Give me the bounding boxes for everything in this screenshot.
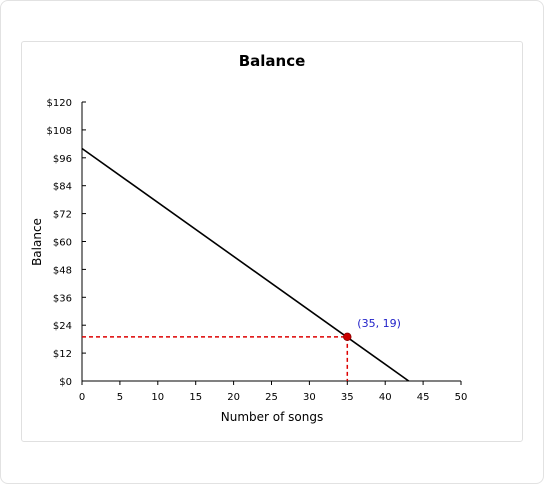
x-tick-label: 40	[379, 392, 392, 403]
y-tick-label: $96	[53, 154, 72, 165]
y-tick-label: $36	[53, 293, 72, 304]
y-axis-label: Balance	[30, 218, 44, 266]
y-tick-label: $120	[47, 98, 72, 109]
chart-title: Balance	[239, 52, 306, 70]
x-tick-label: 0	[79, 392, 85, 403]
y-tick-label: $12	[53, 349, 72, 360]
x-tick-label: 10	[151, 392, 164, 403]
x-tick-label: 25	[265, 392, 278, 403]
y-tick-label: $24	[53, 321, 72, 332]
highlight-point-label: (35, 19)	[357, 317, 401, 330]
x-tick-label: 45	[417, 392, 430, 403]
highlight-point	[343, 332, 352, 342]
x-tick-label: 30	[303, 392, 316, 403]
x-tick-label: 50	[455, 392, 468, 403]
highlight-group: (35, 19)	[343, 317, 401, 342]
x-tick-label: 20	[227, 392, 240, 403]
x-tick-label: 15	[189, 392, 202, 403]
x-tick-label: 35	[341, 392, 354, 403]
chart-card	[21, 41, 523, 442]
guide-lines	[82, 336, 349, 381]
y-tick-label: $84	[53, 182, 72, 193]
x-tick-label: 5	[117, 392, 123, 403]
y-tick-label: $60	[53, 238, 72, 249]
series-group	[81, 147, 410, 382]
axes	[81, 102, 461, 382]
y-axis-ticks: $0 $12 $24 $36 $48 $60 $72 $84 $96 $108 $120	[47, 98, 86, 388]
x-axis-ticks: 0 5 10 15 20 25 30 35 40 45 50	[79, 381, 468, 403]
y-tick-label: $0	[59, 377, 72, 388]
balance-line	[81, 147, 410, 382]
x-axis-label: Number of songs	[221, 410, 323, 424]
y-tick-label: $108	[47, 126, 72, 137]
y-tick-label: $72	[53, 210, 72, 221]
y-tick-label: $48	[53, 265, 72, 276]
